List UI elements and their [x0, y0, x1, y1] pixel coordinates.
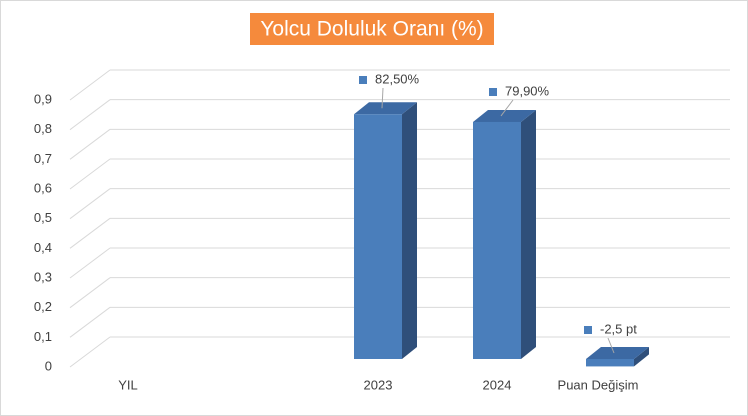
title-box: [250, 13, 494, 45]
x-tick-label: YIL: [118, 377, 138, 392]
leader-line: [381, 87, 384, 109]
bar-front: [354, 114, 402, 359]
y-tick-label: 0: [45, 358, 52, 373]
chart-title: Yolcu Doluluk Oranı (%): [260, 18, 483, 41]
y-tick-label: 0,8: [34, 121, 52, 136]
y-tick-label: 0,7: [34, 151, 52, 166]
leader-line: [607, 337, 615, 354]
x-tick-label: Puan Değişim: [558, 377, 639, 392]
y-tick-label: 0,5: [34, 210, 52, 225]
bar: [354, 102, 417, 359]
data-label: 82,50%: [375, 71, 420, 86]
bar: [586, 347, 649, 367]
bar-front: [586, 359, 634, 367]
grid-line: [69, 336, 111, 368]
grid-line: [69, 217, 111, 249]
y-tick-label: 0,2: [34, 299, 52, 314]
bar-top: [473, 109, 536, 122]
grid-line: [69, 247, 111, 279]
y-tick-label: 0,9: [34, 91, 52, 106]
label-key: [359, 76, 367, 84]
bar-side: [521, 109, 536, 359]
bar-side: [634, 347, 649, 367]
data-label: 79,90%: [505, 83, 550, 98]
leader-line: [500, 99, 514, 117]
grid-line: [69, 306, 111, 338]
data-label: -2,5 pt: [600, 321, 637, 336]
x-tick-label: 2023: [364, 377, 393, 392]
grid-line: [69, 99, 111, 131]
y-tick-label: 0,6: [34, 180, 52, 195]
y-tick-label: 0,1: [34, 329, 52, 344]
bar-top: [354, 102, 417, 115]
grid-line: [69, 128, 111, 160]
grid-line: [69, 158, 111, 190]
grid-line: [69, 188, 111, 220]
label-key: [489, 88, 497, 96]
bar-top: [586, 347, 649, 359]
bar-side: [402, 102, 417, 359]
grid-line: [69, 277, 111, 309]
y-tick-label: 0,3: [34, 269, 52, 284]
bar-front: [473, 121, 521, 359]
bar: [473, 109, 536, 359]
y-tick-label: 0,4: [34, 240, 52, 255]
x-tick-label: 2024: [483, 377, 512, 392]
label-key: [584, 326, 592, 334]
grid-line: [69, 69, 111, 101]
